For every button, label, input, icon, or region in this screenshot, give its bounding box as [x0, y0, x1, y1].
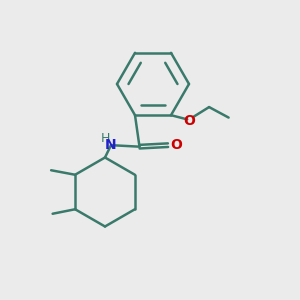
Text: O: O — [184, 114, 196, 128]
Text: H: H — [101, 132, 110, 145]
Text: O: O — [170, 138, 182, 152]
Text: N: N — [105, 138, 117, 152]
